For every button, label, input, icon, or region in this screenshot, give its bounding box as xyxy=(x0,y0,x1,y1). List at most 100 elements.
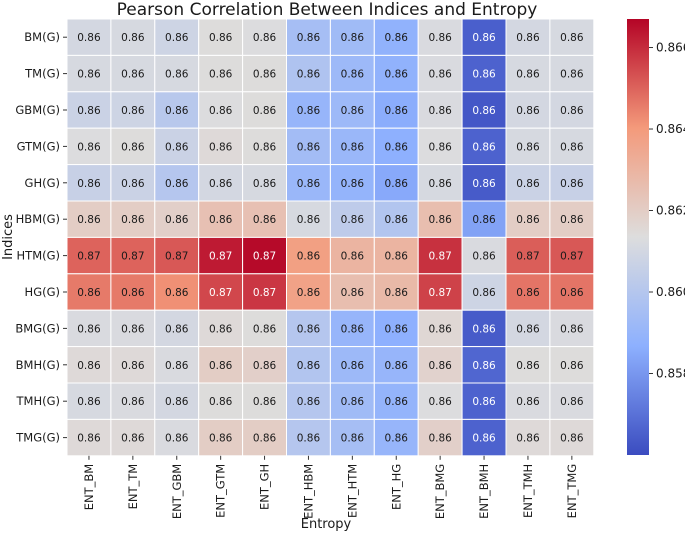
heatmap-cell xyxy=(242,236,288,275)
cell-value-label: 0.86 xyxy=(341,32,365,44)
y-tick-label: BMG(G) xyxy=(15,321,60,335)
cell-value-label: 0.87 xyxy=(121,251,144,263)
heatmap-cell xyxy=(66,200,112,238)
heatmap-cell xyxy=(461,200,507,238)
cell-value-label: 0.86 xyxy=(516,69,540,81)
colorbar-tick-label: 0.866 xyxy=(656,41,685,55)
heatmap-cell xyxy=(461,418,507,457)
cell-value-label: 0.86 xyxy=(209,396,233,408)
heatmap-cell xyxy=(110,54,156,93)
cell-value-label: 0.86 xyxy=(428,323,452,335)
cell-value-label: 0.86 xyxy=(428,141,452,153)
cell-value-label: 0.86 xyxy=(560,69,584,81)
cell-value-label: 0.86 xyxy=(560,360,584,372)
heatmap-cell xyxy=(329,382,375,420)
cell-value-label: 0.86 xyxy=(385,251,409,263)
heatmap-cell xyxy=(242,91,288,129)
heatmap-cell xyxy=(417,127,463,166)
x-tick-label: ENT_TMG xyxy=(565,464,579,519)
cell-value-label: 0.86 xyxy=(121,360,145,372)
cell-value-label: 0.86 xyxy=(121,214,145,226)
cell-value-label: 0.86 xyxy=(560,323,584,335)
x-tick-label: ENT_BMG xyxy=(433,464,447,519)
heatmap-cell xyxy=(66,382,112,420)
heatmap-cell xyxy=(329,273,375,311)
heatmap-cell xyxy=(549,273,595,311)
cell-value-label: 0.86 xyxy=(253,105,277,117)
cell-value-label: 0.86 xyxy=(560,32,584,44)
cell-value-label: 0.86 xyxy=(297,178,321,190)
heatmap-cell xyxy=(417,309,463,348)
cell-value-label: 0.86 xyxy=(428,178,452,190)
colorbar-tick-label: 0.860 xyxy=(656,285,685,299)
cell-value-label: 0.86 xyxy=(209,141,233,153)
heatmap-cell xyxy=(329,309,375,348)
heatmap-cell xyxy=(505,346,551,384)
heatmap-cell xyxy=(242,273,288,311)
heatmap-cell xyxy=(154,236,200,275)
heatmap-cell xyxy=(373,309,419,348)
x-axis-ticks: ENT_BM ENT_TM ENT_GBM ENT_GTM ENT_GH ENT_HBM E… xyxy=(82,455,579,519)
y-tick-label: HTM(G) xyxy=(17,249,60,263)
cell-value-label: 0.86 xyxy=(253,141,277,153)
heatmap-cell xyxy=(549,309,595,348)
x-tick-label: ENT_GH xyxy=(258,464,272,510)
heatmap-cell xyxy=(286,164,331,202)
heatmap-cell xyxy=(286,127,331,166)
heatmap-cell xyxy=(373,382,419,420)
heatmap-cell xyxy=(198,346,244,384)
cell-value-label: 0.86 xyxy=(341,323,365,335)
x-tick-label: ENT_TM xyxy=(126,464,140,510)
cell-value-label: 0.87 xyxy=(253,251,276,263)
heatmap-cell xyxy=(417,236,463,275)
cell-value-label: 0.86 xyxy=(297,69,321,81)
cell-value-label: 0.86 xyxy=(385,396,409,408)
heatmap-cell xyxy=(110,18,156,56)
cell-value-label: 0.86 xyxy=(472,178,496,190)
cell-value-label: 0.86 xyxy=(77,360,101,372)
cell-value-label: 0.86 xyxy=(428,360,452,372)
heatmap-cell xyxy=(154,273,200,311)
x-tick-label: ENT_GBM xyxy=(170,464,184,519)
colorbar xyxy=(627,19,649,455)
cell-value-label: 0.86 xyxy=(472,396,496,408)
x-tick-label: ENT_HTM xyxy=(345,464,359,518)
heatmap-cell xyxy=(154,309,200,348)
cell-value-label: 0.86 xyxy=(297,433,321,445)
cell-value-label: 0.86 xyxy=(472,323,496,335)
heatmap-cell xyxy=(549,346,595,384)
cell-value-label: 0.86 xyxy=(516,214,540,226)
heatmap-cell xyxy=(417,54,463,93)
cell-value-label: 0.86 xyxy=(341,69,365,81)
cell-value-label: 0.86 xyxy=(121,69,145,81)
cell-value-label: 0.86 xyxy=(297,360,321,372)
cell-value-label: 0.87 xyxy=(428,287,451,299)
cell-value-label: 0.86 xyxy=(560,141,584,153)
x-axis-label: Entropy xyxy=(301,517,352,532)
cell-value-label: 0.86 xyxy=(253,433,277,445)
cell-value-label: 0.86 xyxy=(209,105,233,117)
heatmap-cell xyxy=(461,18,507,56)
cell-value-label: 0.86 xyxy=(472,251,496,263)
cell-value-label: 0.86 xyxy=(297,287,321,299)
cell-value-label: 0.86 xyxy=(516,323,540,335)
cell-value-label: 0.86 xyxy=(516,396,540,408)
colorbar-tick-label: 0.862 xyxy=(656,204,685,218)
heatmap-cell xyxy=(373,54,419,93)
heatmap-cell xyxy=(461,346,507,384)
cell-value-label: 0.86 xyxy=(385,287,409,299)
y-tick-label: HBM(G) xyxy=(16,212,60,226)
cell-value-label: 0.86 xyxy=(165,214,189,226)
cell-value-label: 0.86 xyxy=(121,287,145,299)
cell-value-label: 0.86 xyxy=(77,433,101,445)
cell-value-label: 0.86 xyxy=(385,360,409,372)
heatmap-cell xyxy=(505,309,551,348)
cell-value-label: 0.86 xyxy=(472,69,496,81)
cell-value-label: 0.86 xyxy=(385,433,409,445)
cell-value-label: 0.86 xyxy=(209,214,233,226)
cell-value-label: 0.86 xyxy=(165,433,189,445)
heatmap-cell xyxy=(198,91,244,129)
cell-value-label: 0.86 xyxy=(428,433,452,445)
heatmap-cell xyxy=(110,346,156,384)
cell-value-label: 0.86 xyxy=(165,396,189,408)
